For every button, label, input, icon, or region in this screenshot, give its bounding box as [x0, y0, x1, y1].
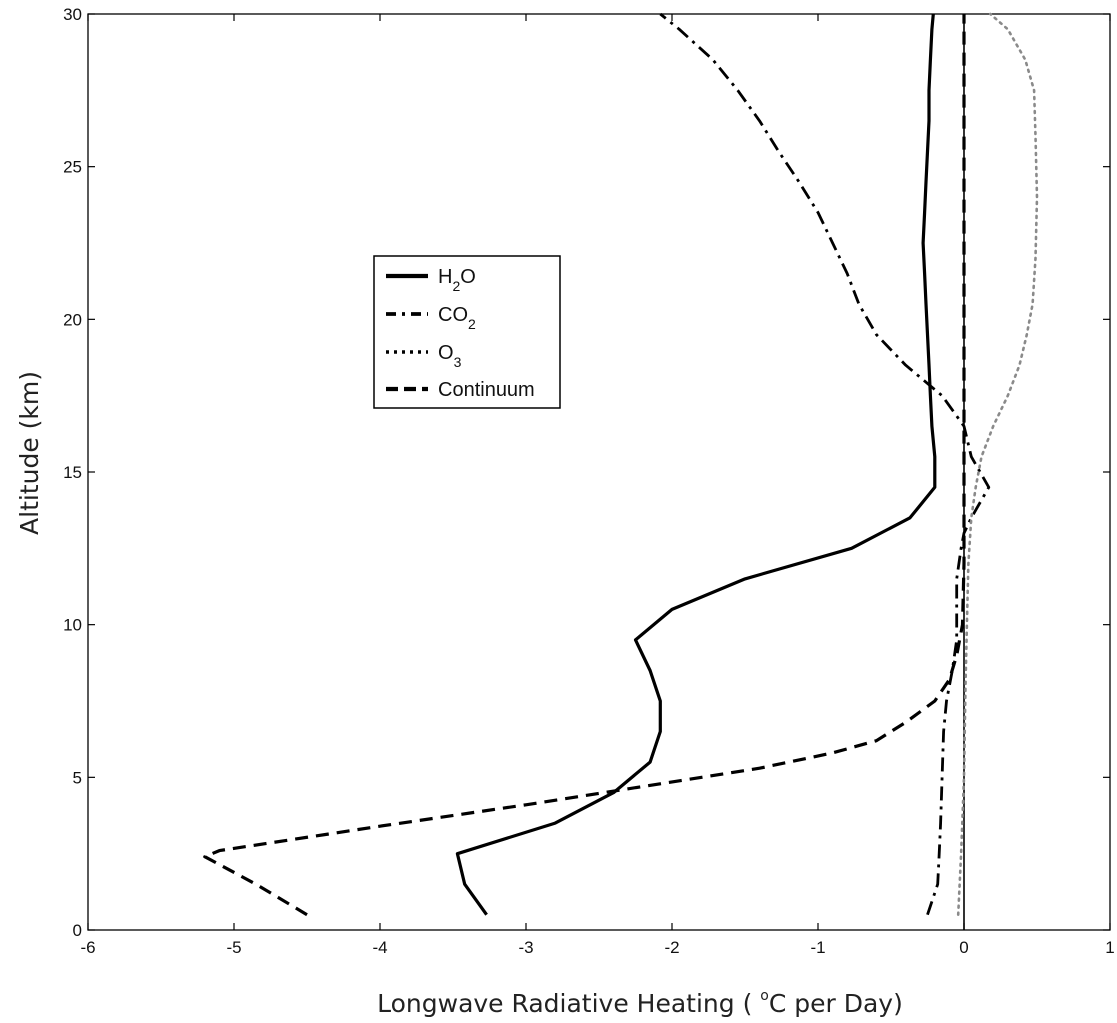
- series-lines: [203, 12, 1039, 917]
- legend-label: CO2: [438, 304, 476, 332]
- plot-frame: [87, 13, 1111, 931]
- y-tick-label: 20: [63, 310, 82, 329]
- x-tick-label: -6: [80, 938, 95, 957]
- x-tick-label: -3: [518, 938, 533, 957]
- x-tick-label: -1: [810, 938, 825, 957]
- series-line-continuum: [203, 14, 966, 917]
- x-axis-title-pre: Longwave Radiative Heating (: [377, 989, 760, 1018]
- x-tick-label: 0: [959, 938, 968, 957]
- x-tick-label: 1: [1105, 938, 1114, 957]
- x-tick-label: -4: [372, 938, 387, 957]
- series-line-h2o: [455, 13, 937, 916]
- y-tick-label: 15: [63, 463, 82, 482]
- legend-label: H2O: [438, 266, 476, 294]
- x-axis-title-post: C per Day): [769, 989, 903, 1018]
- x-axis-title: Longwave Radiative Heating ( oC per Day): [377, 988, 903, 1018]
- legend: H2O CO2 O3 Continuum: [373, 255, 561, 409]
- y-tick-label: 30: [63, 5, 82, 24]
- y-tick-label: 0: [73, 921, 82, 940]
- x-tick-label: -5: [226, 938, 241, 957]
- legend-label: O3: [438, 342, 462, 370]
- x-tick-label: -2: [664, 938, 679, 957]
- y-tick-label: 25: [63, 158, 82, 177]
- y-axis-title: Altitude (km): [15, 371, 44, 535]
- x-axis-title-degree: o: [760, 988, 769, 1004]
- legend-box: [373, 255, 561, 409]
- y-tick-label: 10: [63, 616, 82, 635]
- legend-label: Continuum: [438, 379, 535, 401]
- y-tick-label: 5: [73, 768, 82, 787]
- series-line-co2: [659, 12, 991, 916]
- series-line-o3: [956, 12, 1039, 916]
